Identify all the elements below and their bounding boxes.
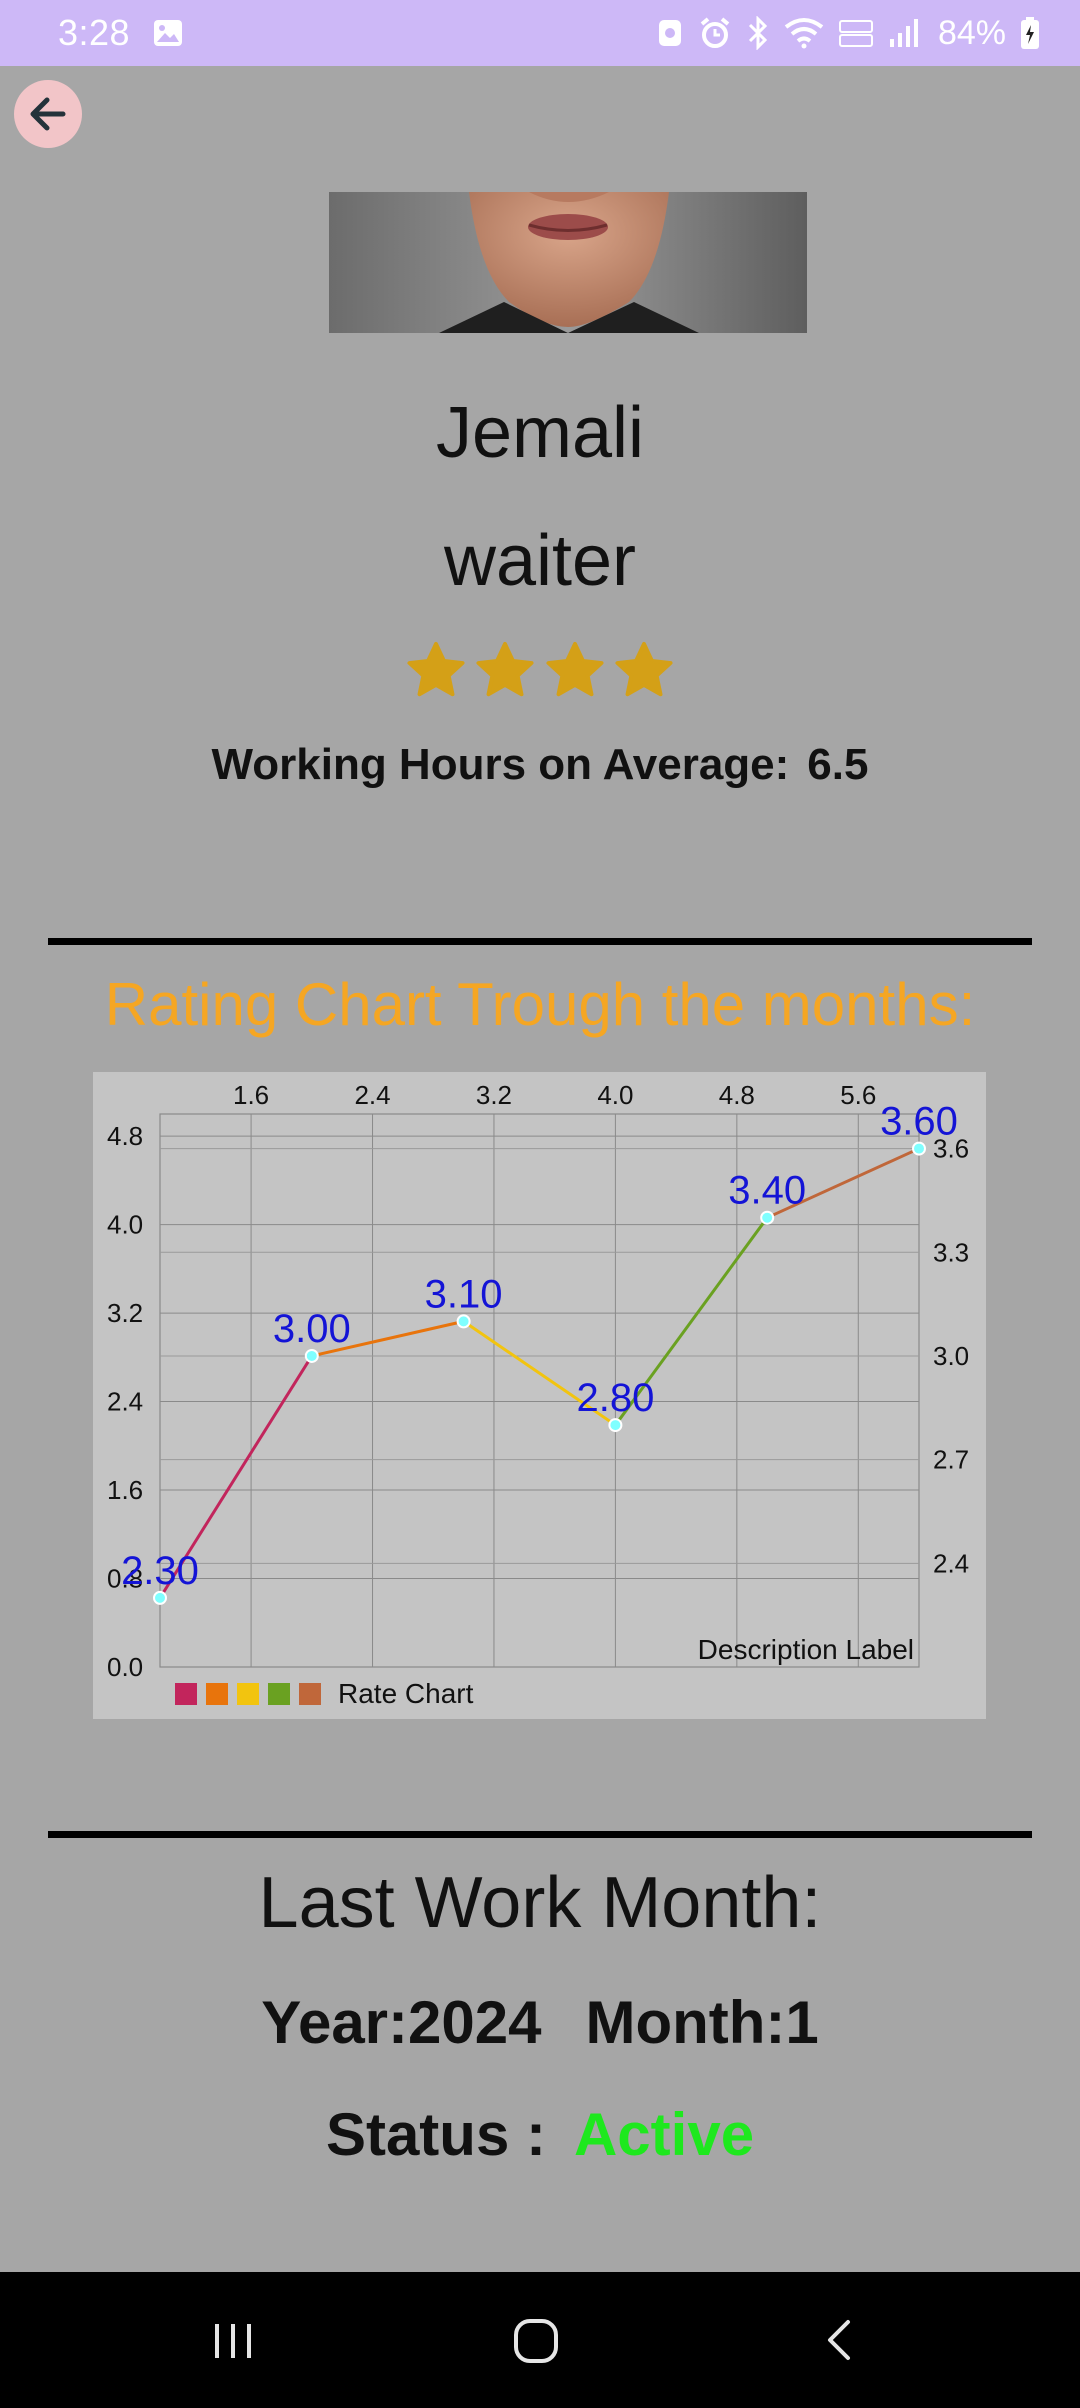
divider-bottom [48,1831,1032,1838]
y-right-tick-label: 3.3 [933,1237,969,1267]
employee-name: Jemali [435,393,645,473]
y-left-tick-label: 0.8 [107,1564,143,1594]
star-icon [407,641,465,697]
y-left-tick-label: 1.6 [107,1475,143,1505]
y-left-tick-label: 4.0 [107,1210,143,1240]
working-hours-label: Working Hours on Average: [211,740,790,789]
year-month-row: Year:2024 Month:1 [0,1988,1080,2057]
y-right-tick-label: 3.0 [933,1341,969,1371]
profile-photo [329,192,807,333]
series-line-segment [158,1355,314,1599]
month-label: Month:1 [585,1989,819,2056]
back-button[interactable] [14,80,82,148]
divider-top [48,938,1032,945]
navigation-bar [0,2272,1080,2408]
x-tick-label: 4.0 [597,1080,633,1110]
arrow-left-icon [30,97,66,131]
working-hours-row: Working Hours on Average: 6.5 [0,740,1080,790]
y-left-tick-label: 4.8 [107,1121,143,1151]
nav-back-button[interactable] [800,2310,880,2370]
year-label: Year:2024 [261,1989,542,2056]
x-tick-label: 2.4 [354,1080,390,1110]
home-button[interactable] [496,2310,576,2370]
x-tick-label: 1.6 [233,1080,269,1110]
legend-swatch [299,1683,321,1705]
alarm-icon [698,16,732,50]
chart-title: Rating Chart Trough the months: [104,971,976,1038]
rating-chart[interactable]: 1.6 2.4 3.2 4.0 4.8 5.6 4.8 4.0 3.2 2.4 1.6 0.8 0.0 3… [93,1072,986,1719]
y-left-tick-label: 2.4 [107,1387,143,1417]
data-value-label: 3.00 [273,1307,351,1351]
last-work-month-title: Last Work Month: [258,1863,822,1943]
status-time: 3:28 [58,12,131,53]
description-label: Description Label [698,1634,914,1665]
star-icon [476,641,534,697]
rating-chart-svg: 1.6 2.4 3.2 4.0 4.8 5.6 4.8 4.0 3.2 2.4 1.6 0.8 0.0 3… [107,1080,969,1709]
bluetooth-icon [746,16,770,50]
data-value-label: 3.60 [880,1100,958,1144]
x-tick-label: 3.2 [476,1080,512,1110]
y-left-tick-label: 0.0 [107,1652,143,1682]
back-icon [828,2320,850,2360]
data-value-label: 2.80 [576,1376,654,1420]
legend-swatch [237,1683,259,1705]
series-line-segment [311,1319,464,1358]
rating-stars [405,640,675,710]
series-line-segment [766,1147,920,1220]
signal-icon [888,17,920,49]
y-left-tick-label: 3.2 [107,1298,143,1328]
assistant-icon [656,17,684,49]
recent-apps-icon [215,2324,251,2358]
data-point [304,1348,319,1363]
home-icon [514,2319,558,2363]
status-bar: 3:28 84% [0,0,1080,66]
volte-icon [838,17,874,49]
data-point [760,1210,775,1225]
star-icon [546,641,604,697]
data-value-label: 3.40 [728,1169,806,1213]
wifi-icon [784,17,824,49]
series-line-segment [462,1320,617,1427]
working-hours-value: 6.5 [807,740,869,789]
status-row: Status : Active [0,2100,1080,2169]
gallery-icon [152,17,184,49]
employee-role: waiter [443,521,637,601]
x-tick-label: 5.6 [840,1080,876,1110]
y-right-tick-label: 3.6 [933,1134,969,1164]
data-value-label: 3.10 [425,1272,503,1316]
legend-swatch [175,1683,197,1705]
status-label: Status : [325,2101,546,2168]
legend-label: Rate Chart [338,1678,474,1709]
legend-swatch [268,1683,290,1705]
recent-apps-button[interactable] [193,2310,273,2370]
legend-swatch [206,1683,228,1705]
data-point [608,1418,623,1433]
data-point [456,1314,471,1329]
data-point [153,1590,167,1605]
status-value: Active [573,2101,755,2168]
status-right: 84% [656,14,1040,53]
star-icon [615,641,673,697]
data-value-label: 2.30 [121,1549,199,1593]
status-left: 3:28 [58,12,184,54]
series-line-segment [614,1216,769,1426]
battery-percent: 84% [937,13,1006,52]
data-point [912,1141,926,1156]
y-right-tick-label: 2.7 [933,1445,969,1475]
battery-charging-icon [1020,16,1040,50]
y-right-tick-label: 2.4 [933,1548,969,1578]
x-tick-label: 4.8 [719,1080,755,1110]
